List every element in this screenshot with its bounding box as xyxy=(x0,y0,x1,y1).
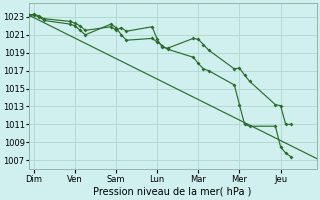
X-axis label: Pression niveau de la mer( hPa ): Pression niveau de la mer( hPa ) xyxy=(93,187,252,197)
